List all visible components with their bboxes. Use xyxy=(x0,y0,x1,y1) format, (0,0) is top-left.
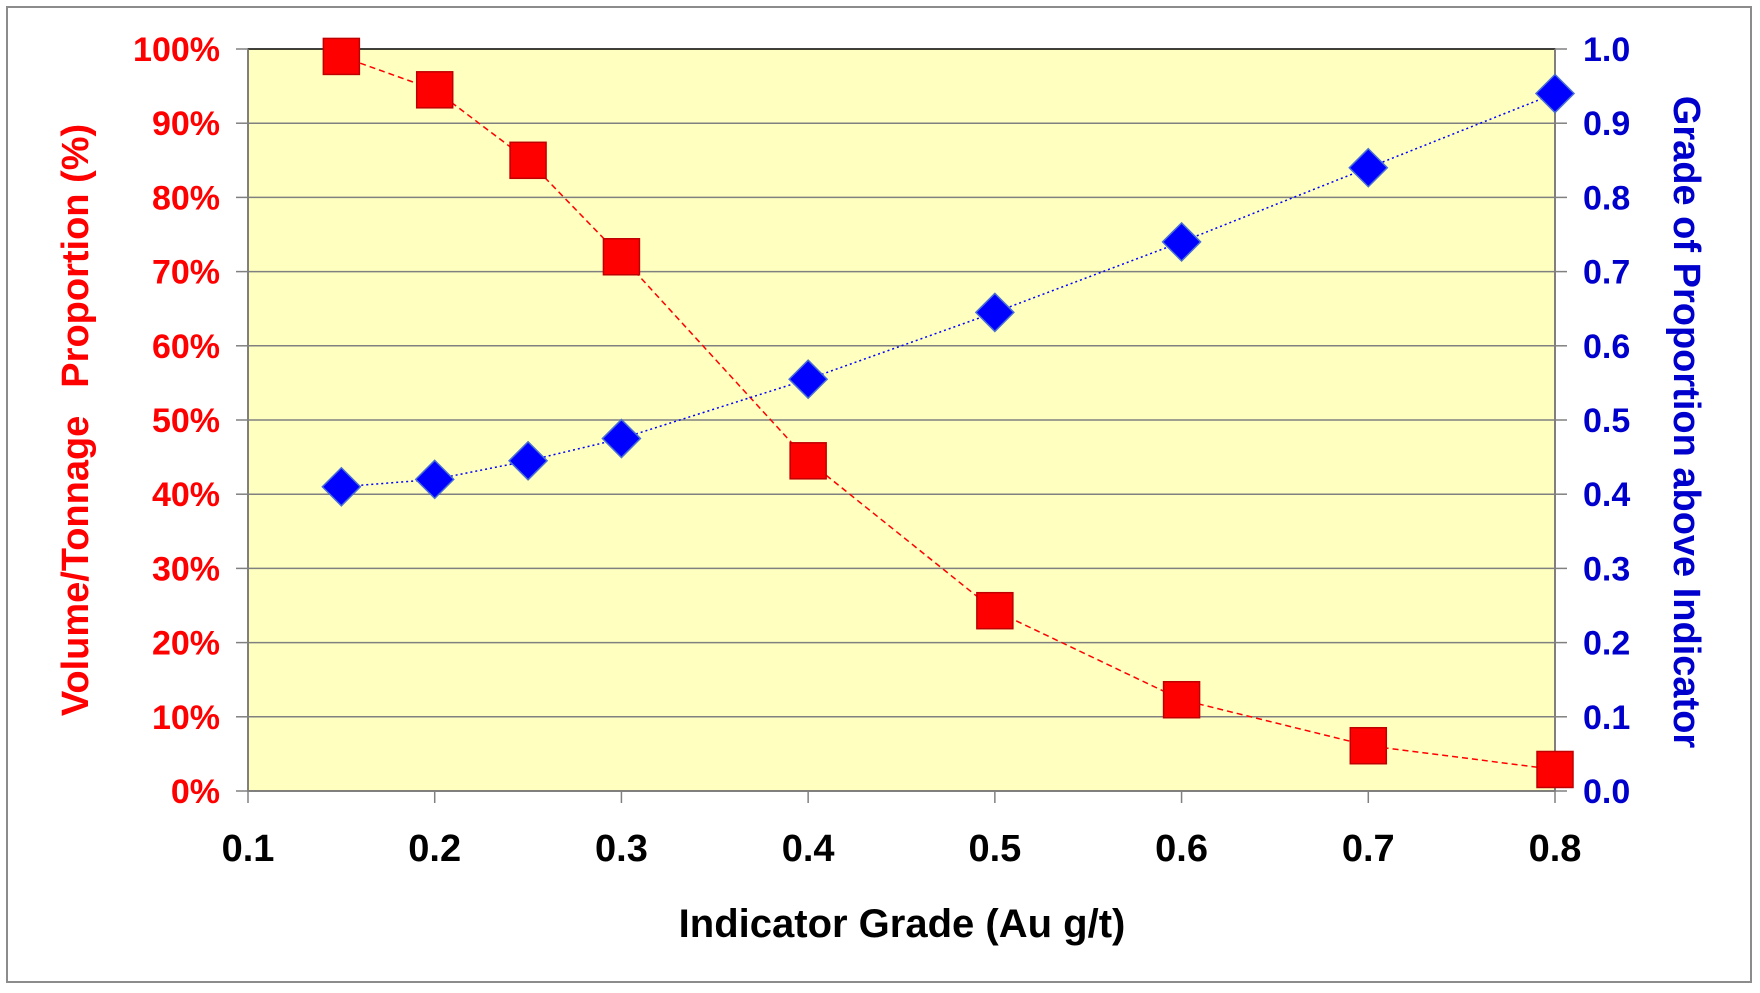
left-axis-title-part-1: Volume/Tonnage xyxy=(55,416,97,717)
square-marker xyxy=(1162,680,1201,719)
axes xyxy=(236,48,1567,803)
left-axis-title-part-2: Proportion (%) xyxy=(55,124,97,388)
diamond-marker xyxy=(1534,73,1576,114)
right-tick-label: 0.1 xyxy=(1583,699,1630,737)
square-marker xyxy=(976,591,1014,630)
x-tick-label: 0.6 xyxy=(1155,828,1208,870)
series-markers xyxy=(321,37,1576,789)
left-tick-label: 10% xyxy=(152,699,220,737)
left-tick-label: 40% xyxy=(152,476,220,514)
left-tick-label: 50% xyxy=(152,402,220,440)
square-marker xyxy=(1536,750,1574,789)
x-tick-label: 0.8 xyxy=(1529,828,1582,870)
right-tick-label: 0.6 xyxy=(1583,328,1630,366)
diamond-marker xyxy=(508,440,549,481)
diamond-marker xyxy=(321,466,362,507)
left-tick-label: 100% xyxy=(133,31,220,69)
diamond-marker xyxy=(974,292,1015,333)
diamond-marker xyxy=(1161,221,1202,262)
right-tick-label: 0.9 xyxy=(1583,105,1630,143)
right-tick-label: 0.8 xyxy=(1583,179,1630,217)
x-tick-label: 0.2 xyxy=(408,828,461,870)
right-tick-label: 0.5 xyxy=(1583,402,1630,440)
left-tick-label: 90% xyxy=(152,105,220,143)
diamond-marker xyxy=(788,359,829,400)
x-tick-label: 0.3 xyxy=(595,828,648,870)
left-axis-title: Volume/Tonnage Proportion (%) xyxy=(55,124,97,716)
right-tick-label: 1.0 xyxy=(1583,31,1630,69)
diamond-marker xyxy=(1348,147,1389,188)
diamond-marker xyxy=(601,418,642,459)
series-line-1 xyxy=(341,55,1556,771)
right-tick-label: 0.0 xyxy=(1583,773,1630,811)
square-marker xyxy=(509,141,547,180)
left-tick-label: 80% xyxy=(152,179,220,217)
left-tick-label: 0% xyxy=(171,773,220,811)
x-tick-label: 0.5 xyxy=(968,828,1021,870)
square-marker xyxy=(602,238,641,276)
left-tick-label: 30% xyxy=(152,550,220,588)
left-tick-label: 60% xyxy=(152,328,220,366)
x-axis-ticks: 0.1 0.2 0.3 0.4 0.5 0.6 0.7 0.8 xyxy=(222,828,1582,870)
square-marker xyxy=(322,37,361,76)
svg-text:Grade of Proportion above Indi: Grade of Proportion above Indicator xyxy=(1665,96,1707,749)
right-axis-ticks: 0.0 0.1 0.2 0.3 0.4 0.5 0.6 0.7 0.8 0.9 1.0 xyxy=(1583,31,1630,811)
left-tick-label: 20% xyxy=(152,625,220,663)
square-marker xyxy=(1349,726,1388,765)
right-tick-label: 0.7 xyxy=(1583,254,1630,292)
x-tick-label: 0.4 xyxy=(782,828,835,870)
x-axis-title: Indicator Grade (Au g/t) xyxy=(679,902,1126,946)
right-axis-title: Grade of Proportion above Indicator xyxy=(1665,96,1707,749)
left-axis-ticks: 0% 10% 20% 30% 40% 50% 60% 70% 80% 90% 100% xyxy=(133,31,220,811)
right-tick-label: 0.2 xyxy=(1583,625,1630,663)
diamond-marker xyxy=(414,459,455,500)
x-tick-label: 0.1 xyxy=(222,828,275,870)
right-tick-label: 0.3 xyxy=(1583,550,1630,588)
left-tick-label: 70% xyxy=(152,254,220,292)
gridlines xyxy=(248,122,1555,718)
right-tick-label: 0.4 xyxy=(1583,476,1630,514)
square-marker xyxy=(415,71,454,109)
x-tick-label: 0.7 xyxy=(1342,828,1395,870)
svg-text:Volume/TonnageProportion (%): Volume/Tonnage Proportion (%) xyxy=(55,124,97,716)
square-marker xyxy=(789,442,827,480)
